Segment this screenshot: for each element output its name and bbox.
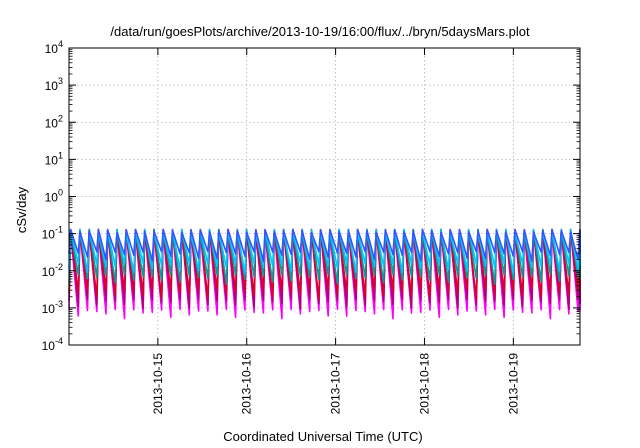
x-tick-label: 2013-10-18 xyxy=(417,353,431,415)
y-axis-label: cSv/day xyxy=(14,186,29,233)
y-tick-label: 10-1 xyxy=(42,225,63,242)
x-axis-label: Coordinated Universal Time (UTC) xyxy=(223,429,422,444)
y-tick-label: 10-3 xyxy=(42,299,63,316)
y-tick-label: 10-2 xyxy=(42,262,63,279)
x-axis: 2013-10-15 2013-10-16 2013-10-17 2013-10-18… xyxy=(151,48,520,414)
y-tick-label: 104 xyxy=(45,39,63,56)
y-tick-label: 100 xyxy=(45,188,63,205)
x-tick-label: 2013-10-16 xyxy=(240,353,254,415)
x-tick-label: 2013-10-19 xyxy=(506,353,520,415)
x-tick-label: 2013-10-15 xyxy=(151,353,165,415)
y-axis: 10-4 10-3 10-2 10-1 100 101 102 103 104 xyxy=(42,39,580,353)
y-tick-label: 102 xyxy=(45,113,63,130)
y-tick-label: 103 xyxy=(45,76,63,93)
chart-title: /data/run/goesPlots/archive/2013-10-19/1… xyxy=(110,24,530,39)
y-tick-label: 101 xyxy=(45,150,63,167)
y-tick-label: 10-4 xyxy=(42,336,63,353)
x-tick-label: 2013-10-17 xyxy=(329,353,343,415)
series-layer xyxy=(68,228,581,320)
series-line xyxy=(68,228,581,262)
